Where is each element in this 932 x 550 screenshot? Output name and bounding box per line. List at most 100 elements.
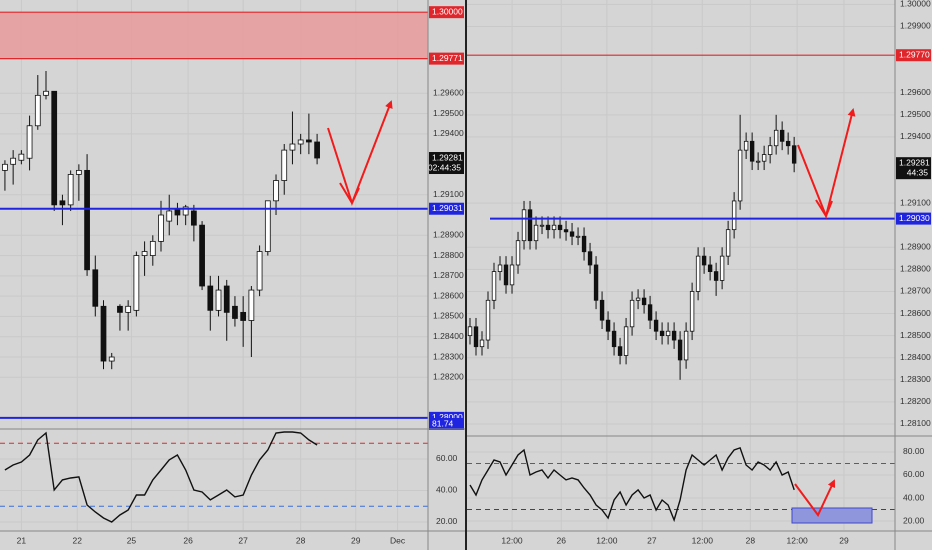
candle-body <box>43 90 49 96</box>
candle-body <box>199 224 205 287</box>
y-tick-label: 1.29100 <box>433 189 464 199</box>
candle-body <box>539 224 545 227</box>
x-tick-label: 26 <box>557 535 567 545</box>
candle-body <box>182 206 189 216</box>
y-tick-label: 1.28600 <box>900 308 931 318</box>
candle-body <box>617 346 623 356</box>
x-tick-label: Dec <box>390 535 406 545</box>
candle-body <box>158 214 164 242</box>
y-tick-label: 1.28800 <box>433 250 464 260</box>
candle-body <box>314 141 320 159</box>
candle-body <box>75 169 82 175</box>
candle-body <box>779 129 785 142</box>
y-tick-label: 1.28900 <box>900 242 931 252</box>
last-price-label: 1.29281 <box>432 152 463 162</box>
candle-body <box>737 149 743 202</box>
candle-body <box>743 140 749 151</box>
candle-body <box>791 145 797 164</box>
candle-body <box>485 299 491 341</box>
candle-body <box>100 305 107 362</box>
y-tick-label: 1.28300 <box>900 374 931 384</box>
candle-body <box>141 251 148 256</box>
price-badge-label: 1.29771 <box>432 53 463 63</box>
candle-body <box>713 271 719 281</box>
candle-body <box>248 289 255 321</box>
countdown-label: 44:35 <box>907 167 929 177</box>
y-tick-label: 1.28900 <box>433 230 464 240</box>
candle-body <box>26 125 33 159</box>
candle-body <box>557 224 563 231</box>
candle-body <box>503 264 509 286</box>
candle-body <box>509 264 515 286</box>
price-badge-label: 1.28000 <box>432 412 463 422</box>
candle-body <box>306 139 312 143</box>
target-box <box>791 507 873 524</box>
candle-body <box>67 174 74 206</box>
candle-body <box>533 224 539 242</box>
candle-body <box>623 326 629 356</box>
candle-body <box>108 356 115 362</box>
candle-body <box>215 289 222 311</box>
candle-body <box>677 339 683 361</box>
candle-body <box>695 255 701 292</box>
last-price-badge <box>429 152 464 175</box>
y-tick-label: 1.29900 <box>900 21 931 31</box>
candle-body <box>581 235 587 253</box>
y-tick-label: 60.00 <box>436 453 458 463</box>
candle-body <box>653 319 659 332</box>
countdown-label: 02:44:35 <box>428 162 461 172</box>
candle-body <box>605 319 611 332</box>
candle-body <box>92 269 99 307</box>
last-price-badge <box>896 157 931 180</box>
price-badge-label: 1.29030 <box>899 213 930 223</box>
candle-body <box>683 330 689 361</box>
candle-body <box>497 264 503 272</box>
candle-body <box>223 285 230 313</box>
candle-body <box>473 326 479 348</box>
candle-body <box>575 235 581 238</box>
rsi-line <box>469 447 795 523</box>
candle-body <box>755 160 761 163</box>
candle-body <box>731 200 737 231</box>
candle-body <box>521 209 527 242</box>
price-badge <box>429 6 464 19</box>
arrow-head <box>815 199 827 217</box>
last-price-label: 1.29281 <box>899 157 930 167</box>
y-tick-label: 1.29600 <box>900 87 931 97</box>
price-badge-label: 1.30000 <box>432 6 463 16</box>
candle-body <box>665 330 671 337</box>
candle-body <box>545 224 551 231</box>
price-badge-label: 1.29770 <box>899 49 930 59</box>
y-tick-label: 1.28500 <box>900 330 931 340</box>
candle-body <box>166 210 173 222</box>
arrow-head <box>351 187 360 204</box>
arrow-head <box>339 182 353 204</box>
candle-body <box>191 210 197 226</box>
candle-body <box>515 240 521 266</box>
candle-body <box>232 305 238 319</box>
candle-body <box>707 264 713 272</box>
candle-body <box>207 285 214 311</box>
y-tick-label: 1.28300 <box>433 351 464 361</box>
y-tick-label: 60.00 <box>903 469 925 479</box>
y-tick-label: 1.28400 <box>900 352 931 362</box>
candle-body <box>467 326 473 337</box>
candle-body <box>773 129 779 147</box>
y-tick-label: 1.28100 <box>900 418 931 428</box>
projection-arrow <box>794 479 836 517</box>
price-badge <box>429 202 464 215</box>
candle-body <box>767 145 773 155</box>
x-tick-label: 27 <box>647 535 657 545</box>
candle-body <box>569 231 575 237</box>
x-tick-label: 22 <box>72 535 82 545</box>
candle-body <box>671 330 677 341</box>
candle-body <box>659 330 665 337</box>
y-tick-label: 1.29500 <box>433 108 464 118</box>
y-tick-label: 1.29400 <box>900 131 931 141</box>
y-tick-label: 1.29400 <box>433 128 464 138</box>
x-tick-label: 12:00 <box>501 535 523 545</box>
x-tick-label: 21 <box>17 535 27 545</box>
x-tick-label: 12:00 <box>787 535 809 545</box>
candle-body <box>117 305 123 313</box>
